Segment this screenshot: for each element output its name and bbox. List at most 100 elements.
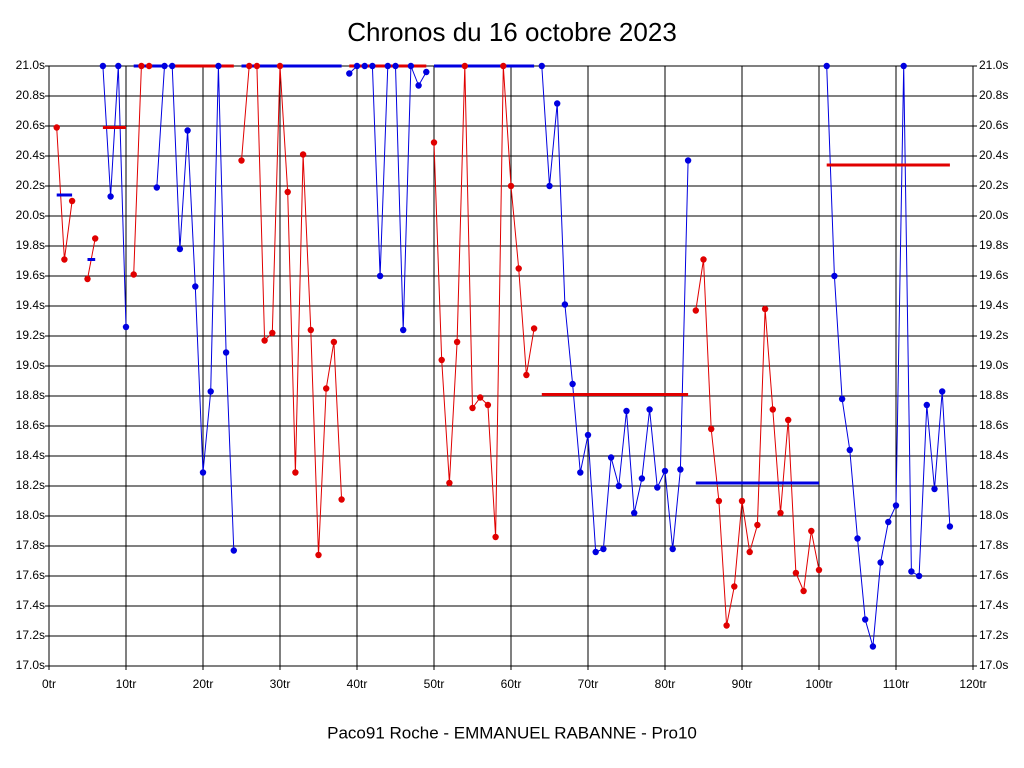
- lap-point: [777, 509, 784, 517]
- y-tick-label: 20.0s: [16, 208, 45, 222]
- lap-point: [661, 467, 669, 475]
- lap-point: [561, 301, 569, 308]
- y-tick-label: 20.6s: [16, 118, 45, 132]
- lap-point: [877, 559, 884, 566]
- y2-tick-label: 18.0s: [979, 508, 1008, 522]
- lap-point: [400, 326, 407, 334]
- x-tick-label: 120tr: [959, 677, 986, 691]
- lap-point: [361, 62, 368, 70]
- lap-point: [338, 496, 345, 503]
- lap-point: [469, 404, 476, 412]
- lap-point: [84, 275, 91, 283]
- y2-tick-label: 19.8s: [979, 238, 1008, 252]
- lap-point: [546, 182, 553, 190]
- chart-title: Chronos du 16 octobre 2023: [347, 17, 677, 47]
- lap-point: [284, 188, 291, 196]
- lap-point: [823, 62, 830, 70]
- lap-point: [315, 551, 322, 559]
- y-tick-label: 17.8s: [16, 538, 45, 552]
- y2-tick-label: 18.8s: [979, 388, 1008, 402]
- x-tick-label: 30tr: [270, 677, 291, 691]
- lap-point: [407, 62, 415, 70]
- lap-point: [931, 485, 938, 493]
- lap-point: [330, 338, 338, 346]
- y-tick-label: 17.6s: [16, 568, 45, 582]
- x-tick-label: 60tr: [501, 677, 522, 691]
- lap-point: [68, 197, 76, 205]
- lap-point: [700, 256, 707, 263]
- x-tick-label: 70tr: [578, 677, 599, 691]
- lap-point: [207, 388, 214, 395]
- lap-point: [461, 62, 468, 70]
- lap-point: [392, 62, 399, 70]
- lap-point: [346, 70, 353, 77]
- lap-point: [831, 272, 838, 280]
- lap-point: [800, 587, 807, 595]
- lap-point: [862, 616, 869, 623]
- lap-point: [607, 454, 615, 461]
- lap-point: [53, 124, 60, 131]
- y2-tick-label: 20.8s: [979, 88, 1008, 102]
- lap-point: [846, 446, 853, 454]
- lap-point: [477, 394, 484, 401]
- lap-point: [915, 572, 923, 580]
- lap-point: [107, 193, 114, 200]
- y-tick-label: 19.2s: [16, 328, 45, 342]
- x-tick-label: 40tr: [347, 677, 368, 691]
- series-line: [241, 65, 343, 556]
- lap-point: [715, 497, 723, 505]
- x-tick-label: 100tr: [805, 677, 832, 691]
- lap-point: [854, 535, 861, 542]
- lap-point: [523, 371, 530, 379]
- y-tick-label: 21.0s: [16, 58, 45, 72]
- lap-point: [792, 569, 800, 577]
- lap-point: [299, 151, 307, 158]
- lap-point: [515, 265, 522, 272]
- lap-point: [145, 62, 153, 70]
- lap-point: [584, 431, 592, 439]
- lap-point: [92, 235, 99, 242]
- lap-point: [153, 184, 160, 191]
- y-tick-label: 17.2s: [16, 628, 45, 642]
- lap-point: [353, 62, 361, 70]
- y2-tick-label: 19.2s: [979, 328, 1008, 342]
- lap-point: [415, 82, 422, 89]
- lap-point: [600, 545, 607, 553]
- lap-point: [892, 502, 900, 509]
- lap-point: [746, 548, 753, 556]
- lap-point: [453, 338, 461, 346]
- lap-point: [292, 469, 299, 476]
- lap-point: [592, 548, 599, 556]
- y-tick-label: 18.0s: [16, 508, 45, 522]
- lap-point: [430, 139, 438, 146]
- lap-point: [923, 401, 930, 409]
- lap-point: [115, 62, 122, 70]
- x-tick-label: 20tr: [193, 677, 214, 691]
- y-tick-label: 18.6s: [16, 418, 45, 432]
- lap-point: [939, 388, 946, 395]
- y2-tick-label: 19.0s: [979, 358, 1008, 372]
- lap-point: [900, 62, 907, 70]
- y-tick-label: 17.0s: [16, 658, 45, 672]
- y2-tick-label: 20.6s: [979, 118, 1008, 132]
- lap-point: [276, 62, 284, 70]
- y-tick-label: 19.8s: [16, 238, 45, 252]
- lap-point: [638, 475, 646, 482]
- y2-tick-label: 21.0s: [979, 58, 1008, 72]
- y-tick-label: 18.4s: [16, 448, 45, 462]
- lap-point: [677, 466, 684, 473]
- y2-tick-label: 17.4s: [979, 598, 1008, 612]
- lap-point: [238, 157, 245, 164]
- y-tick-label: 19.6s: [16, 268, 45, 282]
- lap-point: [761, 305, 769, 313]
- x-tick-label: 90tr: [732, 677, 753, 691]
- lap-point: [484, 401, 492, 409]
- y-tick-label: 19.4s: [16, 298, 45, 312]
- lap-point: [492, 533, 499, 541]
- lap-point: [554, 100, 561, 107]
- lap-point: [192, 283, 199, 290]
- y-tick-label: 20.4s: [16, 148, 45, 162]
- lap-point: [785, 416, 792, 424]
